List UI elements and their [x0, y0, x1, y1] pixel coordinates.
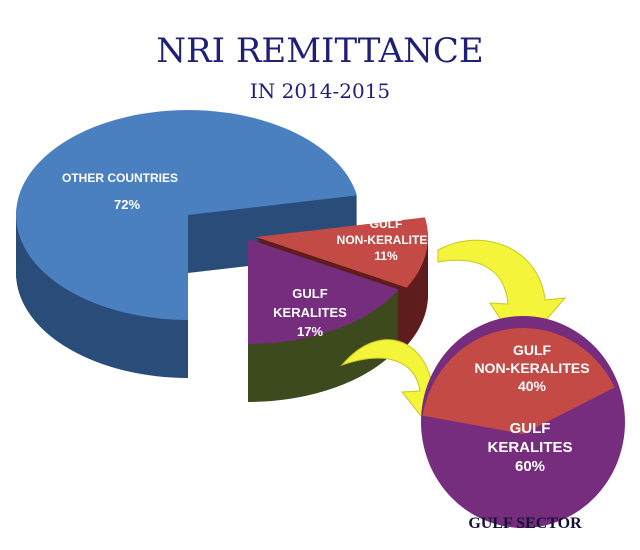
slice-gulf-non-keralites: [422, 328, 615, 434]
value-other-countries: 72%: [114, 197, 140, 212]
slice-other-countries: [15, 110, 357, 378]
main-pie: [15, 110, 428, 402]
slice-top: [16, 110, 357, 320]
value-gulf-keralites: 17%: [297, 324, 323, 339]
label-gulf-keralites-2: KERALITES: [273, 305, 347, 320]
gulf-label-non-keralites-1: GULF: [513, 342, 552, 358]
label-gulf-keralites-1: GULF: [292, 286, 327, 301]
gulf-value-keralites: 60%: [515, 458, 545, 475]
chart-subtitle: IN 2014-2015: [250, 79, 390, 103]
gulf-sector-title: GULF SECTOR: [468, 515, 582, 532]
slice-labels: OTHER COUNTRIES 72% GULF NON-KERALITES 1…: [62, 171, 590, 475]
chart-title: NRI REMITTANCE: [156, 31, 484, 71]
gulf-sector-pie: [421, 316, 625, 528]
label-gulf-non-keralites-2: NON-KERALITES: [337, 233, 436, 247]
gulf-value-non-keralites: 40%: [518, 378, 547, 394]
label-gulf-non-keralites-1: GULF: [370, 217, 403, 231]
gulf-label-keralites-2: KERALITES: [487, 439, 572, 456]
label-other-countries: OTHER COUNTRIES: [62, 171, 178, 185]
slice-top: [248, 239, 399, 344]
gulf-label-keralites-1: GULF: [510, 420, 551, 437]
value-gulf-non-keralites: 11%: [374, 249, 398, 263]
slice-top: [256, 217, 428, 288]
gulf-label-non-keralites-2: NON-KERALITES: [474, 360, 589, 376]
